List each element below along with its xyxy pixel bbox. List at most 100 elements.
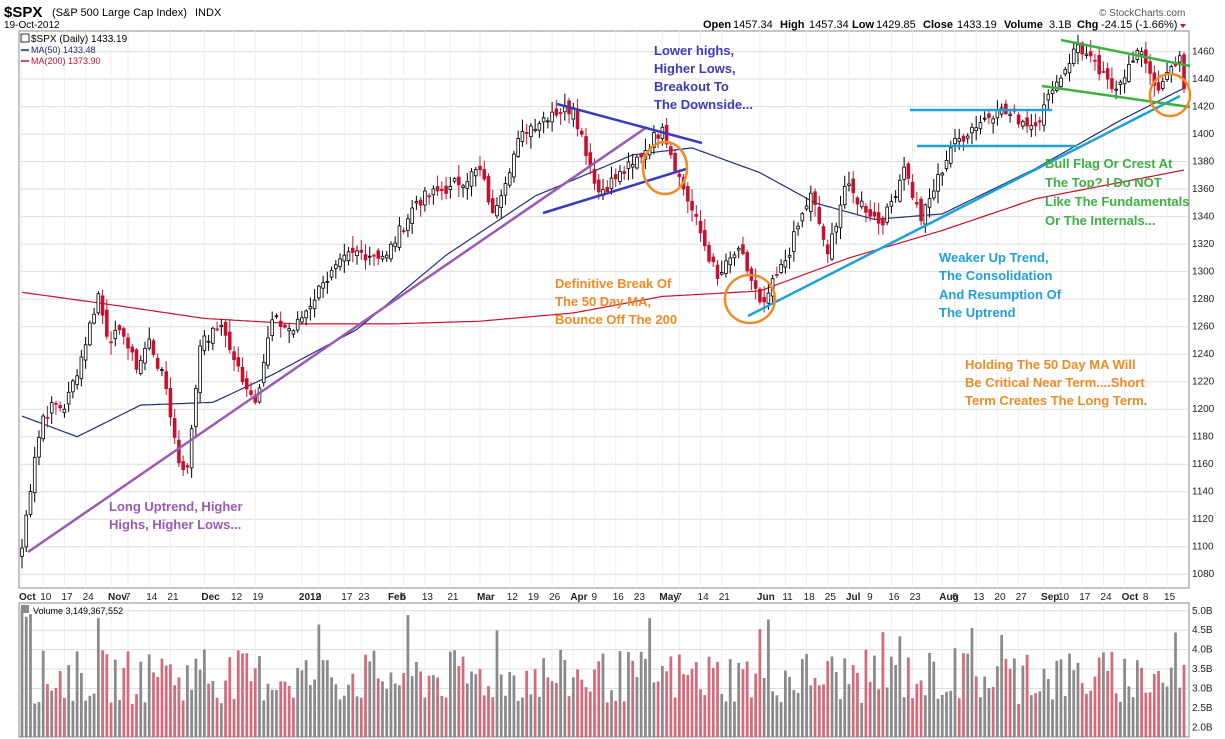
annotation-long-uptrend: Long Uptrend, Higher Highs, Higher Lows.… bbox=[109, 499, 243, 532]
candle bbox=[389, 243, 393, 260]
candle bbox=[177, 439, 181, 464]
candle bbox=[444, 185, 448, 194]
volume-bar bbox=[46, 684, 49, 737]
candle bbox=[486, 176, 491, 203]
volume-bar bbox=[101, 650, 104, 737]
weaker-uptrend-line bbox=[747, 94, 1181, 318]
volume-bar bbox=[703, 695, 707, 737]
volume-bar bbox=[300, 670, 304, 737]
volume-bar bbox=[525, 670, 529, 737]
volume-bar bbox=[711, 667, 715, 737]
volume-bar bbox=[211, 680, 215, 737]
volume-bar bbox=[364, 654, 367, 737]
flag-upper-line bbox=[1060, 38, 1191, 68]
close-label: Close bbox=[923, 19, 953, 31]
candle-legend-icon bbox=[20, 33, 30, 43]
volume-bar bbox=[805, 654, 808, 737]
volume-bar bbox=[1182, 664, 1186, 737]
volume-bar bbox=[1012, 658, 1016, 737]
price-tick-label: 1420 bbox=[1192, 102, 1215, 113]
volume-bar bbox=[236, 650, 240, 737]
volume-bar bbox=[406, 615, 410, 737]
date-tick-label: 10 bbox=[1058, 592, 1070, 603]
volume-bar bbox=[1097, 657, 1101, 737]
candle bbox=[1161, 81, 1165, 89]
date-tick-label: 8 bbox=[1143, 592, 1149, 603]
candle bbox=[478, 165, 482, 171]
volume-tick-label: 4.5B bbox=[1192, 625, 1213, 636]
candle bbox=[105, 309, 109, 337]
legend-ma200: MA(200) 1373.90 bbox=[31, 56, 101, 66]
volume-bar bbox=[516, 700, 520, 737]
volume-bar bbox=[1004, 658, 1008, 737]
volume-bar bbox=[249, 681, 253, 737]
volume-bar bbox=[851, 665, 855, 737]
annotation-line: Higher Lows, bbox=[654, 61, 736, 76]
volume-bar bbox=[809, 685, 813, 737]
candle bbox=[461, 185, 465, 188]
volume-bar bbox=[118, 699, 121, 737]
volume-bar bbox=[266, 683, 270, 737]
volume-bar bbox=[453, 650, 456, 737]
candle bbox=[423, 190, 427, 206]
candle bbox=[321, 282, 325, 289]
volume-bar bbox=[304, 660, 308, 737]
candle bbox=[898, 179, 902, 202]
volume-bar bbox=[487, 686, 490, 737]
candle bbox=[1050, 89, 1055, 94]
volume-bar bbox=[690, 668, 694, 737]
candle bbox=[652, 132, 656, 149]
candle bbox=[342, 254, 347, 262]
candle bbox=[79, 356, 84, 380]
candle bbox=[618, 171, 622, 182]
volume-bar bbox=[983, 676, 987, 737]
candle bbox=[482, 169, 487, 180]
candle bbox=[66, 391, 71, 405]
volume-bar bbox=[325, 660, 329, 737]
candle bbox=[919, 198, 923, 222]
candle bbox=[223, 321, 228, 336]
volume-bar bbox=[1114, 693, 1118, 737]
candle bbox=[741, 244, 745, 255]
flag-lower-line bbox=[1041, 84, 1191, 109]
candle bbox=[605, 186, 610, 193]
candle bbox=[978, 122, 983, 130]
volume-bar bbox=[1178, 687, 1182, 737]
date-tick-label: Apr bbox=[570, 592, 587, 603]
candle bbox=[1029, 125, 1034, 130]
candle bbox=[372, 254, 376, 257]
date-tick-label: 25 bbox=[825, 592, 837, 603]
volume-bar bbox=[580, 679, 584, 737]
candle bbox=[800, 213, 805, 222]
volume-bar bbox=[864, 649, 868, 737]
price-tick-label: 1440 bbox=[1192, 74, 1215, 85]
volume-bar bbox=[979, 697, 982, 737]
volume-bar bbox=[444, 697, 448, 737]
volume-bar bbox=[1025, 654, 1029, 737]
volume-bar bbox=[262, 700, 266, 737]
candle bbox=[842, 186, 847, 206]
date-tick-label: Jun bbox=[757, 592, 775, 603]
volume-bar bbox=[1174, 632, 1177, 737]
volume-tick-label: 5.0B bbox=[1192, 606, 1213, 617]
volume-bar bbox=[164, 665, 168, 737]
volume-legend-swatch bbox=[21, 605, 29, 613]
candle bbox=[414, 201, 419, 204]
volume-bar bbox=[232, 699, 236, 737]
volume-bar bbox=[928, 652, 931, 737]
candle bbox=[703, 230, 707, 247]
volume-bar bbox=[822, 684, 825, 737]
volume-bar bbox=[682, 674, 685, 737]
candle bbox=[418, 199, 423, 206]
candle bbox=[821, 226, 826, 240]
candle bbox=[673, 153, 677, 172]
candle bbox=[329, 269, 334, 278]
date-tick-label: 23 bbox=[634, 592, 646, 603]
volume-bar bbox=[63, 697, 66, 737]
candle bbox=[24, 514, 29, 548]
candle bbox=[762, 296, 766, 303]
volume-bar bbox=[215, 697, 219, 737]
candle bbox=[380, 255, 385, 260]
candle bbox=[384, 254, 389, 259]
candle bbox=[32, 456, 37, 494]
